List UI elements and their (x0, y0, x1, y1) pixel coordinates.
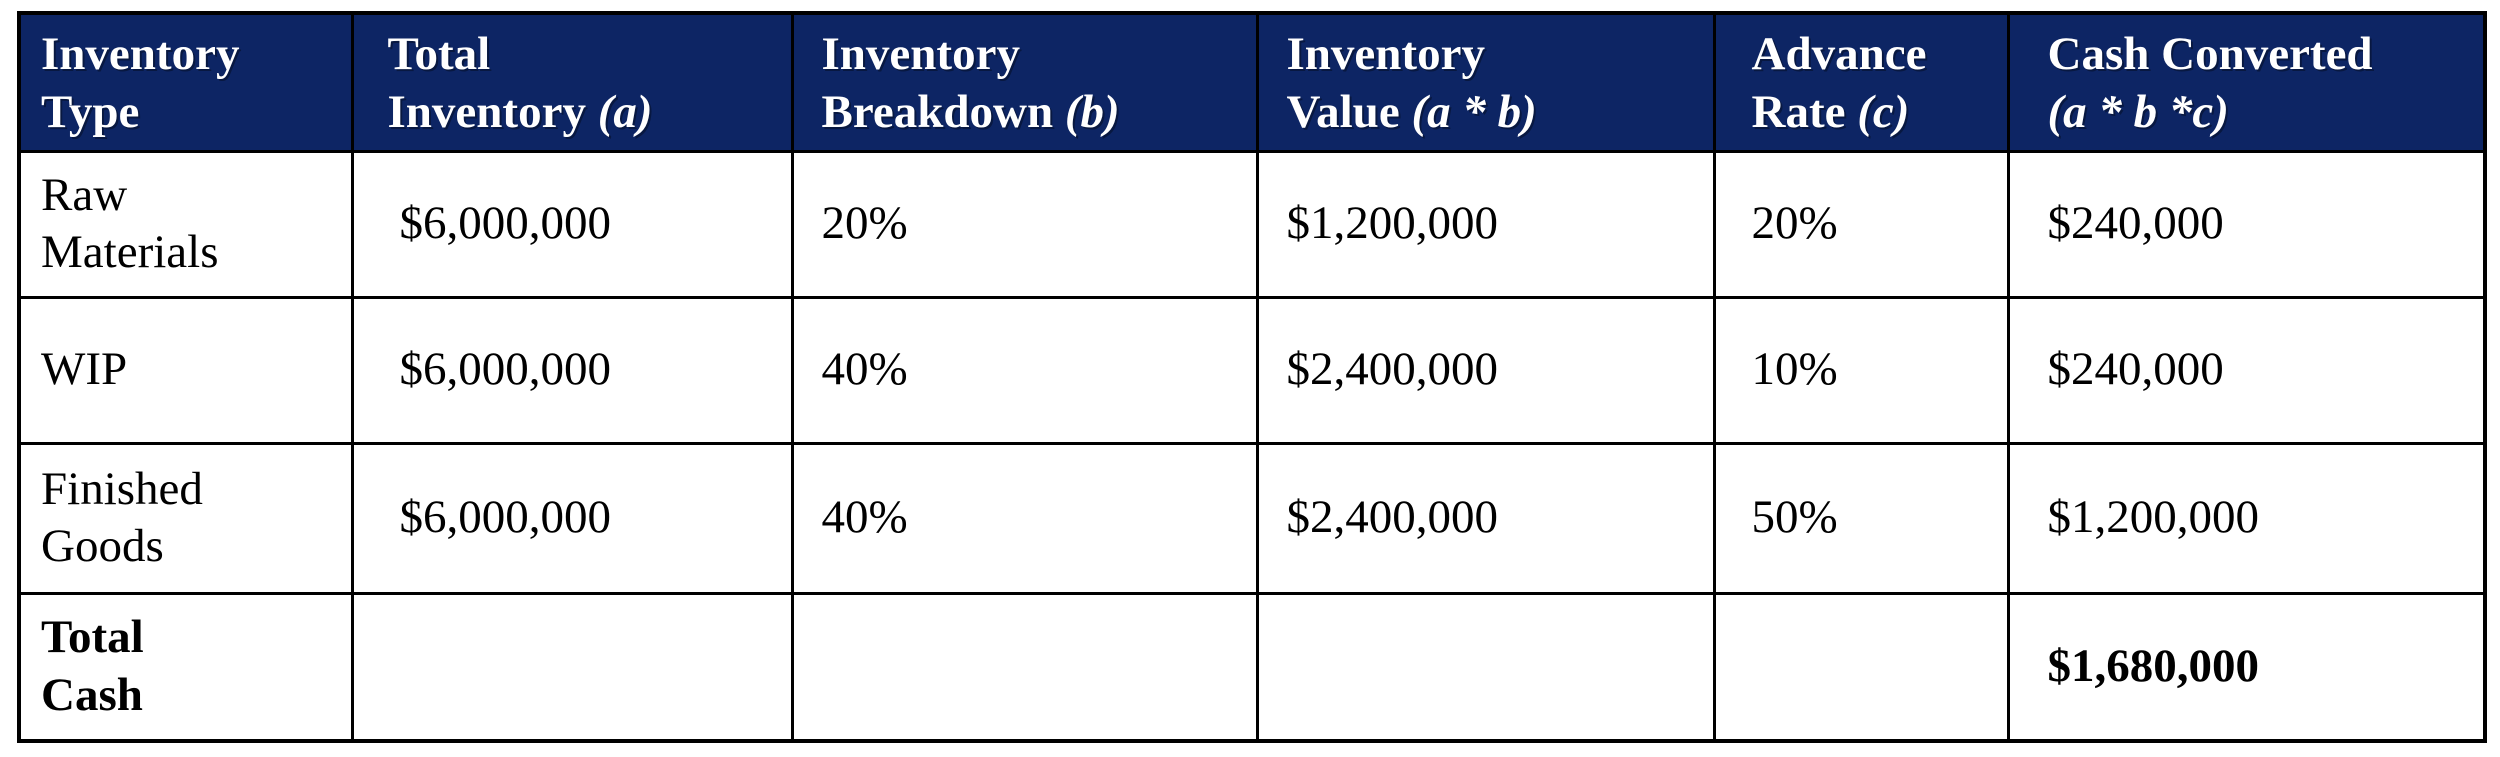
header-line: Rate (c) (1751, 85, 1910, 138)
cell-inventory-breakdown (790, 591, 1259, 743)
cell-total-inventory: $6,000,000 (350, 295, 794, 445)
cell-inventory-breakdown: 20% (790, 149, 1259, 299)
cell-inventory-type: Total Cash (17, 591, 354, 743)
cell-inventory-type: Raw Materials (17, 149, 354, 299)
table-row-raw-materials: Raw Materials $6,000,000 20% $1,200,000 … (17, 149, 2487, 299)
cell-inventory-value: $2,400,000 (1255, 295, 1716, 445)
cell-advance-rate: 10% (1712, 295, 2010, 445)
column-header-inventory-value: Inventory Value (a * b) (1255, 11, 1716, 153)
cell-advance-rate: 20% (1712, 149, 2010, 299)
header-line: Type (41, 85, 140, 138)
cell-advance-rate: 50% (1712, 441, 2010, 595)
cell-total-inventory (350, 591, 794, 743)
cell-total-inventory: $6,000,000 (350, 149, 794, 299)
header-line: (a * b *c) (2047, 85, 2229, 138)
column-header-total-inventory: Total Inventory (a) (350, 11, 794, 153)
header-line: Inventory (821, 28, 1020, 81)
header-line: Inventory (a) (387, 85, 653, 138)
cell-inventory-breakdown: 40% (790, 295, 1259, 445)
column-header-inventory-breakdown: Inventory Breakdown (b) (790, 11, 1259, 153)
header-line: Advance (1751, 28, 1927, 81)
cell-cash-converted: $1,680,000 (2006, 591, 2487, 743)
cell-inventory-value: $1,200,000 (1255, 149, 1716, 299)
cell-advance-rate (1712, 591, 2010, 743)
header-line: Inventory (41, 28, 240, 81)
inventory-cash-conversion-table: Inventory Type Total Inventory (a) Inven… (17, 11, 2487, 743)
cell-inventory-breakdown: 40% (790, 441, 1259, 595)
table-header-row: Inventory Type Total Inventory (a) Inven… (17, 11, 2487, 153)
header-line: Inventory (1286, 28, 1485, 81)
cell-cash-converted: $240,000 (2006, 295, 2487, 445)
table-row-wip: WIP $6,000,000 40% $2,400,000 10% $240,0… (17, 295, 2487, 445)
cell-cash-converted: $1,200,000 (2006, 441, 2487, 595)
header-line: Value (a * b) (1286, 85, 1537, 138)
header-line: Cash Converted (2047, 28, 2373, 81)
cell-inventory-value: $2,400,000 (1255, 441, 1716, 595)
inventory-table: Inventory Type Total Inventory (a) Inven… (17, 11, 2487, 743)
header-line: Total (387, 28, 491, 81)
column-header-cash-converted: Cash Converted (a * b *c) (2006, 11, 2487, 153)
cell-inventory-type: Finished Goods (17, 441, 354, 595)
cell-inventory-type: WIP (17, 295, 354, 445)
cell-inventory-value (1255, 591, 1716, 743)
column-header-inventory-type: Inventory Type (17, 11, 354, 153)
table-row-finished-goods: Finished Goods $6,000,000 40% $2,400,000… (17, 441, 2487, 595)
cell-total-inventory: $6,000,000 (350, 441, 794, 595)
header-line: Breakdown (b) (821, 85, 1120, 138)
cell-cash-converted: $240,000 (2006, 149, 2487, 299)
table-row-total-cash: Total Cash $1,680,000 (17, 591, 2487, 743)
column-header-advance-rate: Advance Rate (c) (1712, 11, 2010, 153)
